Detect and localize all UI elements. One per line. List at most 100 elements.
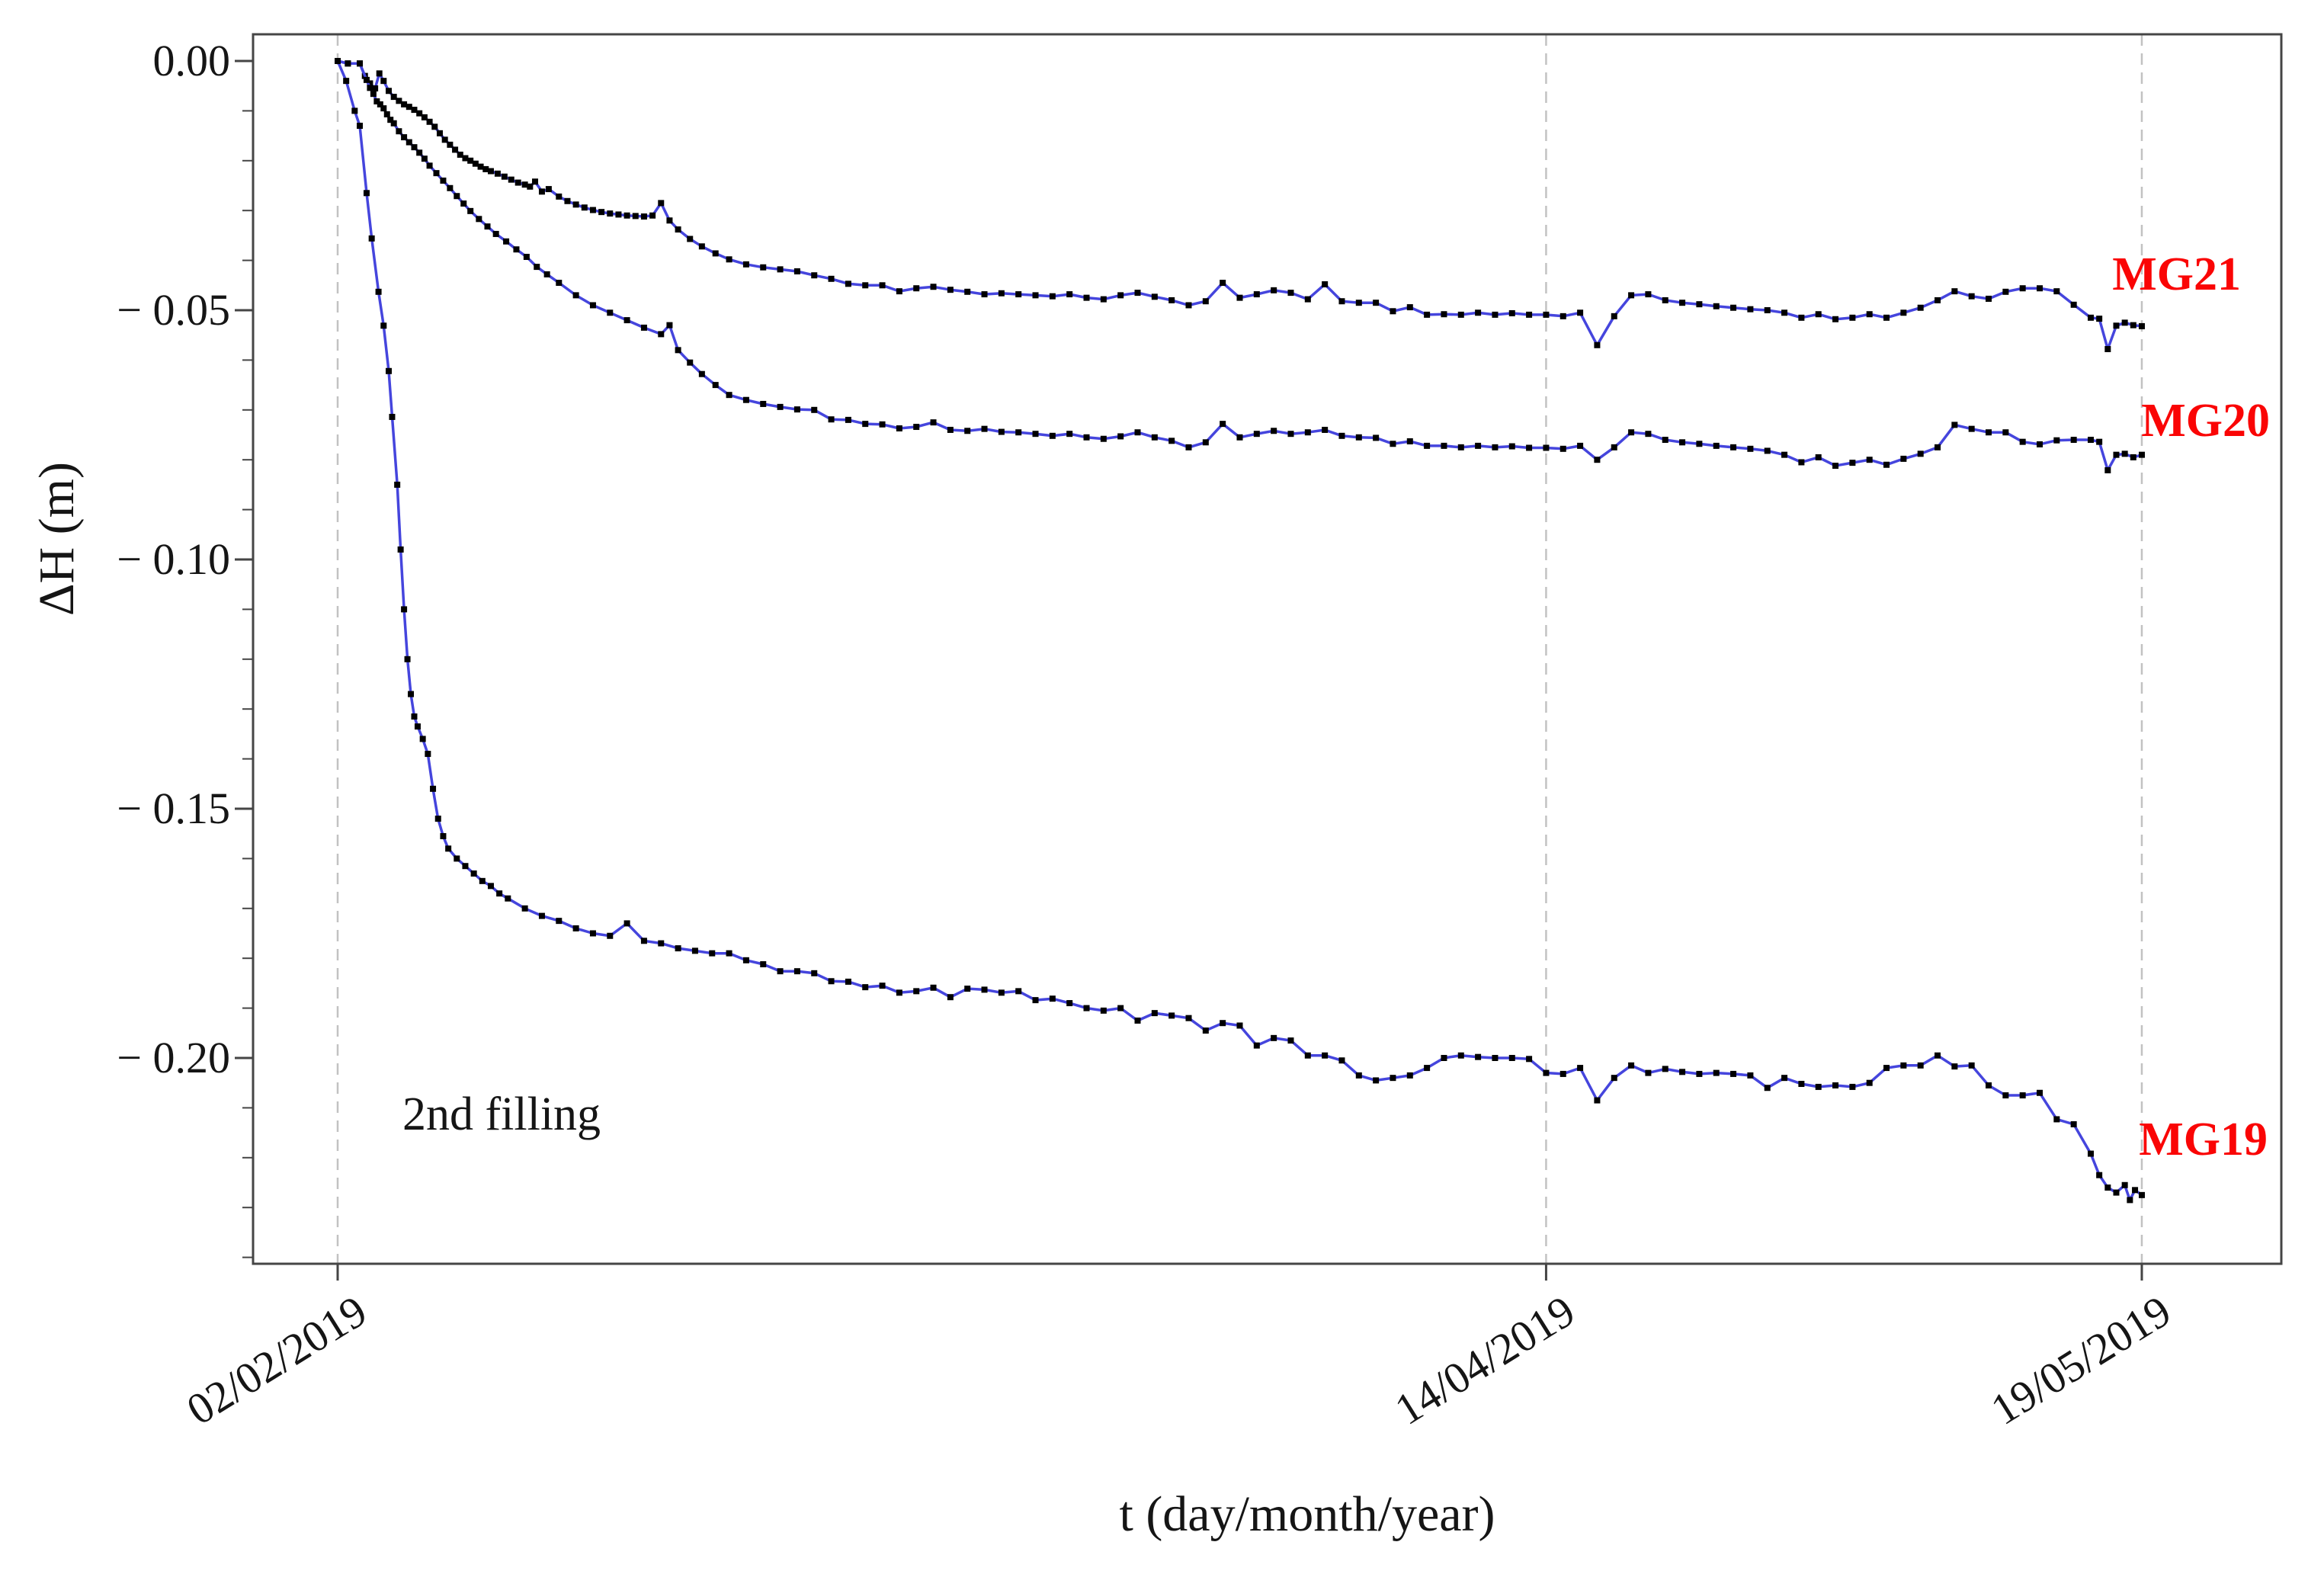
marker-MG21	[477, 163, 484, 170]
marker-MG19	[375, 288, 382, 295]
marker-MG21	[494, 170, 501, 177]
marker-MG20	[367, 85, 373, 91]
marker-MG20	[589, 302, 596, 309]
marker-MG20	[1679, 439, 1686, 446]
marker-MG21	[1322, 280, 1329, 287]
marker-MG21	[514, 179, 521, 186]
marker-MG19	[351, 107, 358, 114]
y-tick-label: − 0.05	[117, 285, 230, 335]
marker-MG20	[998, 428, 1005, 435]
marker-MG20	[523, 254, 530, 261]
marker-MG19	[335, 58, 341, 64]
marker-MG20	[503, 238, 510, 245]
y-tick-label: 0.00	[152, 36, 231, 85]
marker-MG20	[363, 76, 370, 83]
marker-MG20	[447, 184, 454, 191]
marker-MG21	[1134, 290, 1141, 297]
marker-MG20	[370, 91, 377, 98]
marker-MG21	[2104, 346, 2111, 353]
marker-MG19	[425, 751, 431, 758]
marker-MG20	[556, 280, 563, 287]
marker-MG20	[1117, 433, 1124, 440]
marker-MG20	[1441, 442, 1447, 449]
marker-MG19	[572, 925, 579, 931]
marker-MG20	[1713, 442, 1720, 449]
marker-MG20	[930, 419, 937, 426]
marker-MG19	[2121, 1181, 2128, 1188]
marker-MG20	[440, 177, 447, 184]
marker-MG21	[698, 243, 705, 250]
marker-MG20	[1645, 431, 1652, 438]
marker-MG19	[1338, 1057, 1345, 1064]
marker-MG21	[447, 141, 454, 148]
marker-MG20	[2104, 466, 2111, 473]
marker-MG21	[726, 256, 732, 263]
marker-MG20	[828, 416, 835, 423]
marker-MG19	[1441, 1055, 1447, 1061]
marker-MG21	[572, 201, 579, 208]
marker-MG21	[1202, 298, 1209, 305]
y-tick-label: − 0.20	[117, 1033, 230, 1082]
marker-MG20	[1100, 435, 1107, 442]
marker-MG21	[1935, 297, 1941, 303]
marker-MG21	[1849, 314, 1856, 321]
marker-MG20	[426, 162, 433, 169]
marker-MG21	[1236, 294, 1243, 301]
marker-MG21	[2070, 301, 2077, 308]
marker-MG20	[1628, 429, 1635, 436]
marker-MG20	[1577, 442, 1584, 449]
marker-MG19	[1390, 1075, 1396, 1082]
marker-MG19	[1322, 1052, 1329, 1059]
marker-MG20	[687, 359, 694, 366]
marker-MG21	[401, 101, 408, 107]
marker-MG19	[1424, 1065, 1431, 1072]
marker-MG19	[2113, 1189, 2120, 1196]
marker-MG20	[460, 200, 467, 207]
marker-MG21	[913, 285, 920, 292]
marker-MG21	[581, 204, 588, 211]
marker-MG19	[1151, 1010, 1158, 1017]
marker-MG19	[1730, 1070, 1737, 1077]
x-axis-label: t (day/month/year)	[1119, 1486, 1495, 1542]
marker-MG21	[1679, 300, 1686, 306]
marker-MG19	[1951, 1063, 1958, 1070]
marker-MG21	[2087, 314, 2094, 321]
marker-MG21	[385, 88, 392, 95]
marker-MG20	[1917, 450, 1924, 457]
marker-MG20	[2130, 454, 2136, 460]
marker-MG21	[1168, 297, 1175, 303]
marker-MG20	[1832, 463, 1839, 470]
marker-MG21	[862, 282, 869, 289]
marker-MG19	[2132, 1187, 2139, 1194]
marker-MG19	[434, 816, 441, 822]
marker-MG19	[1236, 1022, 1243, 1029]
marker-MG20	[675, 347, 681, 354]
marker-MG21	[1475, 309, 1482, 316]
marker-MG21	[2113, 322, 2120, 329]
marker-MG20	[543, 271, 550, 277]
marker-MG19	[394, 481, 401, 488]
marker-MG20	[1032, 431, 1039, 438]
marker-MG19	[1492, 1055, 1499, 1061]
marker-MG21	[1730, 304, 1737, 311]
marker-MG20	[1134, 429, 1141, 436]
marker-MG19	[454, 855, 460, 862]
marker-MG21	[556, 193, 563, 200]
marker-MG21	[2037, 285, 2043, 292]
marker-MG21	[607, 210, 614, 217]
marker-MG20	[1066, 431, 1073, 438]
marker-MG19	[401, 606, 408, 613]
marker-MG21	[1798, 314, 1805, 321]
marker-MG19	[2087, 1150, 2094, 1157]
marker-MG19	[658, 940, 665, 947]
marker-MG20	[712, 382, 719, 389]
marker-MG19	[1662, 1066, 1668, 1072]
line-MG19	[336, 60, 2143, 1202]
marker-MG21	[411, 107, 418, 114]
marker-MG21	[2121, 319, 2128, 326]
marker-MG21	[1441, 311, 1447, 318]
marker-MG20	[1935, 444, 1941, 450]
marker-MG21	[508, 176, 514, 183]
marker-MG20	[1406, 438, 1413, 445]
